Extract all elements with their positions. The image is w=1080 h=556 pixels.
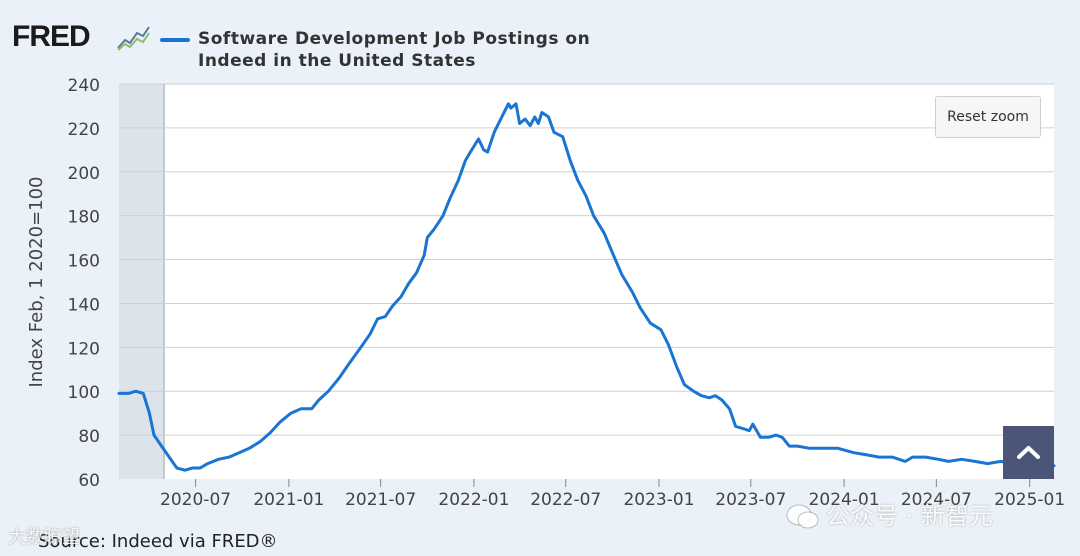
fred-logo-graph-icon	[116, 24, 150, 52]
x-axis-ticks: 2020-07 2021-01 2021-07 2022-01 2022-07 2023-…	[160, 479, 1065, 510]
x-tick-label: 2024-07	[901, 490, 972, 510]
watermark-right-text: 公众号 · 新智元	[826, 502, 993, 530]
fred-logo: FRED	[12, 20, 91, 53]
y-tick-label: 140	[68, 295, 100, 315]
x-tick-label: 2025-01	[994, 490, 1065, 510]
y-tick-label: 80	[78, 427, 100, 447]
y-tick-label: 200	[68, 164, 100, 184]
x-tick-label: 2022-07	[530, 490, 601, 510]
series-line[interactable]	[117, 102, 1056, 472]
watermark-right: 公众号 · 新智元	[786, 496, 993, 531]
x-tick-label: 2020-07	[160, 490, 231, 510]
x-tick-label: 2022-01	[438, 490, 509, 510]
y-axis-label: Index Feb, 1 2020=100	[26, 176, 47, 387]
x-tick-label: 2021-01	[253, 490, 324, 510]
y-tick-label: 160	[68, 252, 100, 272]
y-tick-label: 220	[68, 120, 100, 140]
y-axis-ticks: 60 80 100 120 140 160 180 200 220 240	[68, 76, 100, 491]
legend-series-label: Software Development Job Postings on Ind…	[198, 28, 618, 72]
watermark-left: 大数瞭望	[8, 527, 80, 548]
legend-label-line-2: Indeed in the United States	[198, 51, 476, 71]
source-credit: Source: Indeed via FRED®	[38, 531, 278, 552]
x-tick-label: 2021-07	[345, 490, 416, 510]
y-grid	[119, 83, 1054, 436]
x-tick-label: 2023-07	[715, 490, 786, 510]
plot-area	[119, 84, 1054, 479]
legend-series-swatch	[160, 38, 190, 42]
chevron-up-icon	[1017, 446, 1040, 459]
scroll-top-button[interactable]	[1003, 426, 1054, 479]
y-tick-label: 100	[68, 383, 100, 403]
legend-label-line-1: Software Development Job Postings on	[198, 29, 591, 49]
recession-shading	[119, 84, 165, 479]
x-tick-label: 2023-01	[623, 490, 694, 510]
reset-zoom-button[interactable]: Reset zoom	[935, 96, 1041, 138]
x-tick-label: 2024-01	[809, 490, 880, 510]
y-tick-label: 60	[78, 471, 100, 491]
y-tick-label: 180	[68, 208, 100, 228]
chart-header: FRED Software Development Job Postings o…	[0, 0, 1080, 74]
y-tick-label: 240	[68, 76, 100, 96]
y-tick-label: 120	[68, 339, 100, 359]
wechat-icon	[786, 504, 819, 529]
